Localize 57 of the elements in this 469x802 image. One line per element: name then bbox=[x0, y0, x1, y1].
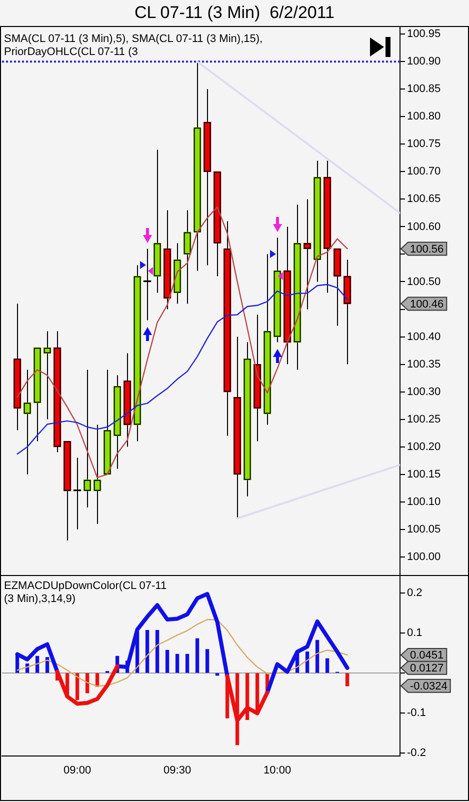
bar bbox=[95, 673, 100, 687]
y-tick-label: 100.15 bbox=[407, 468, 441, 480]
y-tick-label: 100.20 bbox=[407, 440, 441, 453]
text: EZMACDUpDownColor(CL 07-11 (3 Min),3,14,9) bbox=[4, 580, 168, 606]
bar bbox=[175, 654, 180, 673]
text: SMA(CL 07-11 (3 Min),5), SMA(CL 07-11 (3 Min),15), PriorDayOHLC(CL 07-11 (3 bbox=[4, 33, 264, 59]
candlestick bbox=[303, 198, 312, 310]
y-tick-label: 100.90 bbox=[407, 56, 441, 68]
y-tick-label: 100.10 bbox=[407, 496, 441, 508]
bar bbox=[185, 654, 190, 673]
bar bbox=[215, 673, 220, 676]
text: 0.0127 bbox=[410, 662, 444, 674]
y-tick-label: 100.05 bbox=[407, 523, 441, 536]
y-tick-label: -0.2 bbox=[407, 746, 426, 759]
y-tick-label: -0.1 bbox=[407, 706, 426, 719]
text: -0.0324 bbox=[410, 680, 448, 692]
x-tick-label: 09:30 bbox=[164, 764, 192, 777]
candlestick bbox=[83, 369, 92, 508]
y-tick-label: 100.65 bbox=[407, 193, 441, 206]
bar bbox=[155, 630, 160, 673]
bar bbox=[345, 673, 350, 686]
y-tick-label: 100.30 bbox=[407, 386, 441, 398]
bar bbox=[45, 657, 50, 673]
bar bbox=[165, 650, 170, 673]
candlestick bbox=[43, 330, 52, 420]
candlestick bbox=[73, 457, 82, 530]
candlestick bbox=[143, 248, 152, 321]
y-tick-label: 100.35 bbox=[407, 358, 441, 370]
x-tick-label: 10:00 bbox=[264, 764, 292, 777]
bar bbox=[305, 652, 310, 673]
y-tick-label: 100.70 bbox=[407, 166, 441, 178]
y-tick-label: 100.60 bbox=[407, 220, 441, 233]
y-tick-label: 0.2 bbox=[407, 587, 422, 600]
y-tick-label: 100.95 bbox=[407, 28, 441, 40]
y-tick-label: 100.85 bbox=[407, 83, 441, 96]
bar bbox=[315, 640, 320, 673]
candlestick bbox=[23, 369, 32, 475]
y-tick-label: 100.25 bbox=[407, 413, 441, 426]
text: 100.46 bbox=[410, 298, 444, 310]
candlestick bbox=[183, 210, 192, 304]
y-tick-label: 100.00 bbox=[407, 550, 441, 563]
bar bbox=[325, 658, 330, 673]
y-tick-label: 100.40 bbox=[407, 330, 441, 343]
y-tick-label: 100.75 bbox=[407, 138, 441, 150]
chart-title: CL 07-11 (3 Min) 6/2/2011 bbox=[133, 3, 336, 23]
text: 0.0451 bbox=[410, 650, 444, 662]
text: 100.56 bbox=[410, 243, 444, 256]
y-tick-label: 0.1 bbox=[407, 627, 422, 640]
bar bbox=[195, 638, 200, 673]
x-tick-label: 09:00 bbox=[64, 764, 92, 777]
candlestick bbox=[93, 424, 102, 524]
y-tick-label: 100.80 bbox=[407, 110, 441, 123]
y-tick-label: 100.50 bbox=[407, 276, 441, 288]
bar bbox=[85, 673, 90, 694]
bar bbox=[75, 673, 80, 700]
bar bbox=[205, 649, 210, 673]
bar bbox=[145, 630, 150, 673]
